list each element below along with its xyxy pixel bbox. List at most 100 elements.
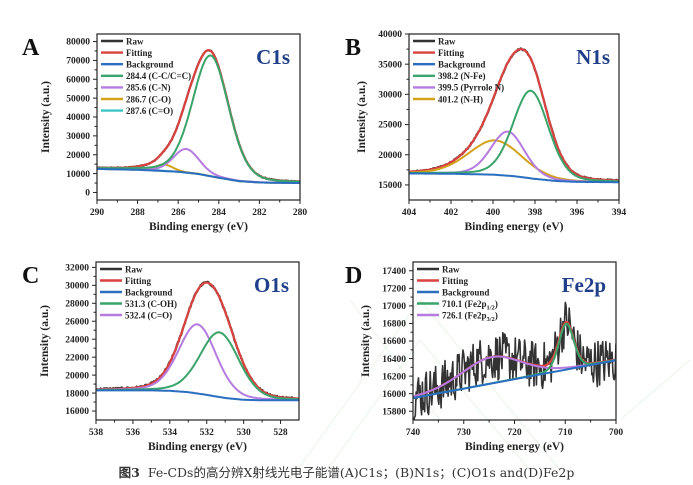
legend-label: Raw [125,264,143,274]
x-tick-label: 396 [570,208,585,218]
series-raw [97,49,300,183]
series-fitting [409,48,619,182]
legend-label: 287.6 (C=O) [126,106,173,116]
series-raw [413,301,616,420]
x-tick-label: 288 [130,208,145,218]
y-axis-label: Intensity (a.u.) [39,305,51,377]
y-tick-label: 16200 [382,372,406,382]
y-axis-label: Intensity (a.u.) [356,81,368,153]
y-axis-label: Intensity (a.u.) [360,305,372,377]
legend-label: Background [125,287,172,297]
chart-panel-a: A 290 288 286 284 282 280 0 10000 20000 30000 40000… [22,33,308,233]
x-tick-label: 394 [612,208,627,218]
x-tick-label: 284 [212,208,227,218]
x-axis-label: Binding energy (eV) [148,441,247,453]
watermark-stroke [619,359,691,421]
x-tick-label: 700 [609,428,624,438]
legend-label: Background [442,287,489,297]
plot-area [96,280,299,402]
legend-label: 399.5 (Pyrrole N) [438,83,504,93]
legend-label: 285.6 (C-N) [126,83,171,93]
figure-caption-text: Fe-CDs的高分辨X射线光电子能谱(A)C1s；(B)N1s；(C)O1s a… [147,465,575,480]
x-tick-label: 534 [163,428,178,438]
x-tick-label: 710 [558,428,573,438]
y-tick-label: 17000 [382,302,406,312]
legend-label: Fitting [442,276,468,286]
chart-title: Fe2p [562,273,606,297]
plot-frame [408,33,620,201]
y-tick-label: 16600 [382,337,406,347]
legend-label: 284.4 (C-C/C=C) [126,71,191,81]
legend-label: 531.3 (C-OH) [125,299,177,309]
legend-label: Fitting [126,48,152,58]
x-tick-label: 400 [486,208,501,218]
legend-label: Fitting [125,276,151,286]
x-tick-label: 532 [200,428,215,438]
y-tick-label: 40000 [66,113,90,123]
series-peak-532-5 [96,323,299,401]
chart-title: C1s [256,45,290,69]
y-tick-label: 17400 [382,267,406,277]
y-tick-label: 20000 [65,371,89,381]
x-tick-label: 538 [89,428,104,438]
x-axis-label: Binding energy (eV) [464,221,563,233]
panel-letter: A [22,35,40,61]
y-tick-label: 50000 [66,94,90,104]
series-background [96,389,299,402]
y-tick-label: 32000 [65,264,89,274]
x-tick-label: 404 [402,208,417,218]
x-tick-label: 730 [457,428,472,438]
x-tick-label: 398 [528,208,543,218]
x-tick-label: 528 [273,428,288,438]
x-tick-label: 280 [293,208,308,218]
x-axis-label: Binding energy (eV) [149,221,248,233]
series-background [97,167,300,184]
x-tick-label: 286 [171,208,186,218]
y-tick-label: 22000 [65,353,89,363]
y-tick-label: 25000 [378,121,402,131]
legend-label: Raw [126,36,144,46]
y-tick-label: 24000 [65,335,89,345]
watermark-stroke [289,299,561,481]
y-tick-label: 15000 [378,181,402,191]
y-tick-label: 20000 [378,151,402,161]
panel-letter: B [345,35,361,61]
y-tick-label: 40000 [378,30,402,40]
y-tick-label: 30000 [66,132,90,142]
plot-area [409,47,619,184]
legend-label: 398.2 (N-Fe) [438,71,485,81]
y-tick-label: 26000 [65,317,89,327]
y-tick-label: 30000 [378,91,402,101]
y-tick-label: 17200 [382,285,406,295]
panel-letter: C [22,263,39,289]
y-axis-label: Intensity (a.u.) [40,81,52,153]
series-peak-287-6 [97,167,300,184]
plot-area [97,49,300,184]
x-tick-label: 536 [126,428,141,438]
x-tick-label: 402 [444,208,459,218]
x-tick-label: 282 [252,208,267,218]
y-tick-label: 35000 [378,60,402,70]
x-tick-label: 530 [237,428,252,438]
y-tick-label: 10000 [66,170,90,180]
y-tick-label: 20000 [66,151,90,161]
chart-panel-d: D 740 730 720 710 700 15800 16000 16200 16400 1660… [345,261,624,453]
y-tick-label: 18000 [65,389,89,399]
x-tick-label: 740 [406,428,421,438]
y-tick-label: 28000 [65,299,89,309]
legend-label: Background [438,60,485,70]
legend-label: Raw [442,264,460,274]
y-tick-label: 15800 [382,407,406,417]
y-tick-label: 60000 [66,75,90,85]
legend-label: 710.1 (Fe2p1/2) [442,299,498,312]
y-tick-label: 16800 [382,320,406,330]
legend-label: 401.2 (N-H) [438,94,483,104]
plot-frame [96,33,301,201]
x-tick-label: 290 [90,208,105,218]
chart-title: N1s [576,45,610,69]
